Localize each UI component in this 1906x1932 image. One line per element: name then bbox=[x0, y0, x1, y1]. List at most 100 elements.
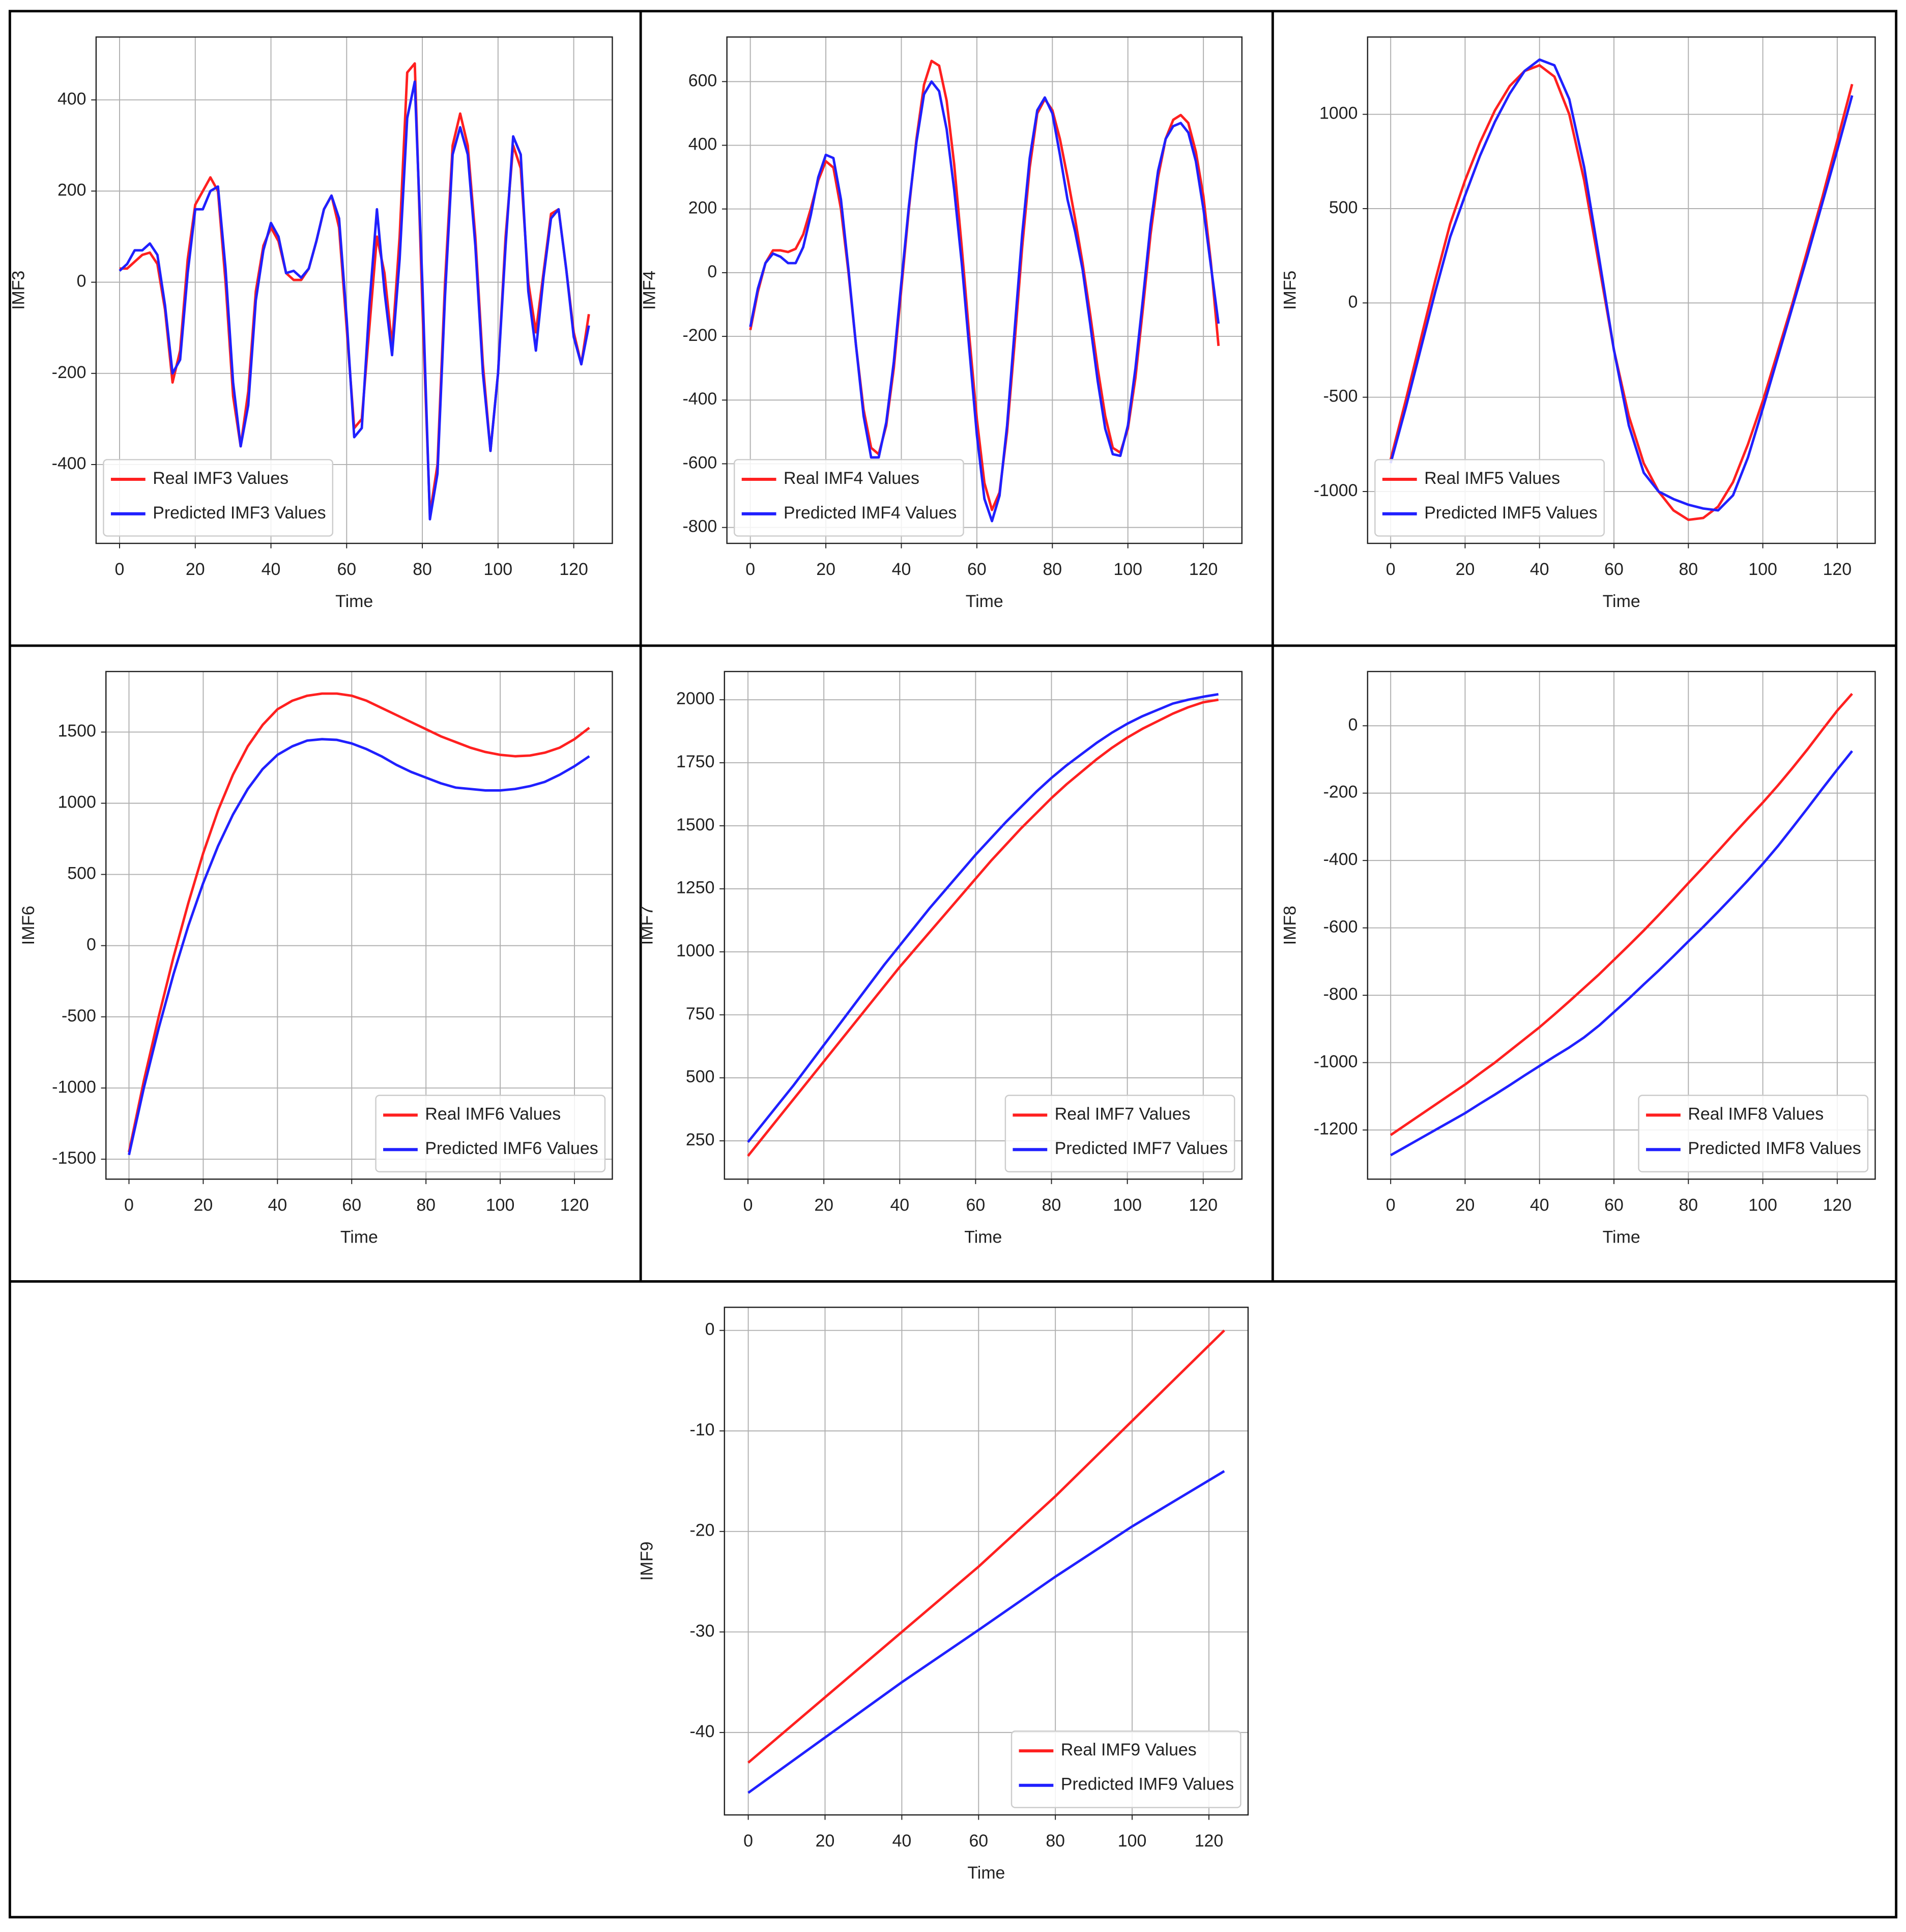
series-line bbox=[747, 1329, 1225, 1764]
x-tick-label: 120 bbox=[560, 1196, 589, 1215]
y-tick-label: 2000 bbox=[676, 689, 714, 708]
legend-box bbox=[103, 459, 334, 537]
legend-label: Predicted IMF5 Values bbox=[1424, 503, 1597, 523]
y-tick-label: -200 bbox=[682, 326, 717, 345]
chart: 0 20 40 60 80 100 120 250 500 750 1000 1250 1500 1750… bbox=[638, 671, 1243, 1247]
y-tick-label: -200 bbox=[1323, 783, 1358, 802]
x-tick-label: 0 bbox=[1386, 560, 1396, 579]
x-tick-label: 100 bbox=[1113, 1196, 1142, 1215]
legend-label: Predicted IMF4 Values bbox=[784, 503, 957, 523]
x-tick-label: 100 bbox=[1113, 560, 1142, 579]
x-tick-label: 40 bbox=[892, 560, 911, 579]
x-tick-label: 20 bbox=[816, 560, 835, 579]
x-tick-label: 80 bbox=[1679, 560, 1698, 579]
x-tick-label: 20 bbox=[1456, 560, 1475, 579]
legend-box bbox=[1004, 1094, 1235, 1173]
y-tick-label: -30 bbox=[689, 1621, 714, 1640]
y-tick-label: -40 bbox=[689, 1722, 714, 1741]
legend: Real IMF6 Values Predicted IMF6 Values bbox=[375, 1094, 606, 1173]
x-tick-label: 80 bbox=[1679, 1196, 1698, 1215]
y-tick-label: -1000 bbox=[1314, 1052, 1358, 1071]
legend: Real IMF7 Values Predicted IMF7 Values bbox=[1004, 1094, 1235, 1173]
x-tick-label: 60 bbox=[1604, 560, 1624, 579]
legend-box bbox=[1374, 459, 1605, 537]
y-tick-label: -10 bbox=[689, 1420, 714, 1439]
y-tick-label: 500 bbox=[67, 864, 96, 883]
y-tick-label: -400 bbox=[52, 454, 86, 473]
y-tick-label: 500 bbox=[1329, 198, 1358, 217]
y-tick-label: -500 bbox=[1323, 387, 1358, 406]
plot-frame bbox=[1367, 671, 1876, 1180]
y-tick-label: 0 bbox=[1348, 292, 1358, 311]
y-tick-label: -600 bbox=[682, 453, 717, 472]
y-tick-label: -500 bbox=[62, 1006, 96, 1025]
x-tick-label: 0 bbox=[745, 560, 755, 579]
x-tick-label: 80 bbox=[416, 1196, 436, 1215]
y-tick-label: 200 bbox=[688, 198, 717, 218]
y-tick-label: -400 bbox=[682, 389, 717, 409]
y-tick-label: 400 bbox=[57, 89, 86, 108]
y-tick-label: 500 bbox=[686, 1067, 715, 1086]
legend-label: Real IMF9 Values bbox=[1061, 1740, 1197, 1760]
x-tick-label: 120 bbox=[1195, 1831, 1224, 1851]
x-axis-label: Time bbox=[335, 592, 373, 611]
x-tick-label: 0 bbox=[115, 560, 125, 579]
x-tick-label: 0 bbox=[743, 1831, 753, 1851]
legend-box bbox=[1638, 1094, 1869, 1173]
series-line bbox=[747, 698, 1219, 1157]
y-tick-label: -400 bbox=[1323, 850, 1358, 869]
y-tick-label: 600 bbox=[688, 71, 717, 90]
y-tick-label: 0 bbox=[1348, 715, 1358, 734]
x-tick-label: 100 bbox=[484, 560, 513, 579]
x-tick-label: 20 bbox=[816, 1831, 835, 1851]
y-axis-label: IMF5 bbox=[1281, 271, 1300, 310]
chart: 0 20 40 60 80 100 120 -1000 -500 0 500 1000 Time IMF5… bbox=[1281, 36, 1876, 611]
y-tick-label: 200 bbox=[57, 180, 86, 199]
y-tick-label: -1000 bbox=[52, 1077, 96, 1097]
y-axis-label: IMF3 bbox=[9, 271, 28, 310]
y-tick-label: -600 bbox=[1323, 917, 1358, 937]
chart: 0 20 40 60 80 100 120 -1500 -1000 -500 0 500 1000 150… bbox=[19, 671, 613, 1247]
y-tick-label: 750 bbox=[686, 1004, 715, 1023]
x-axis-label: Time bbox=[1603, 592, 1640, 611]
x-tick-label: 60 bbox=[967, 560, 987, 579]
x-tick-label: 80 bbox=[413, 560, 432, 579]
chart: 0 20 40 60 80 100 120 -400 -200 0 200 400 Time IMF3 Re… bbox=[9, 36, 613, 611]
series-line bbox=[119, 80, 590, 521]
legend-box bbox=[1010, 1731, 1241, 1808]
legend-label: Predicted IMF6 Values bbox=[425, 1139, 598, 1158]
plot-frame bbox=[726, 36, 1243, 544]
series-line bbox=[1390, 750, 1853, 1157]
outer-border bbox=[8, 10, 1898, 1919]
x-tick-label: 80 bbox=[1046, 1831, 1065, 1851]
legend: Real IMF4 Values Predicted IMF4 Values bbox=[733, 459, 964, 537]
y-tick-label: 1500 bbox=[676, 815, 714, 834]
y-tick-label: 400 bbox=[688, 134, 717, 154]
plot-frame bbox=[724, 671, 1243, 1180]
y-axis-label: IMF6 bbox=[19, 906, 38, 945]
series-line bbox=[749, 80, 1220, 523]
x-axis-label: Time bbox=[964, 1228, 1002, 1247]
series-line bbox=[1389, 58, 1854, 512]
x-tick-label: 60 bbox=[342, 1196, 361, 1215]
legend: Real IMF9 Values Predicted IMF9 Values bbox=[1010, 1731, 1241, 1808]
y-tick-label: 0 bbox=[77, 272, 86, 291]
legend-label: Real IMF8 Values bbox=[1688, 1104, 1824, 1123]
x-axis-label: Time bbox=[967, 1863, 1005, 1883]
legend-label: Predicted IMF3 Values bbox=[153, 503, 326, 523]
y-axis-label: IMF4 bbox=[640, 271, 659, 310]
x-tick-label: 120 bbox=[1823, 1196, 1852, 1215]
legend: Real IMF8 Values Predicted IMF8 Values bbox=[1638, 1094, 1869, 1173]
plot-frame bbox=[105, 671, 613, 1180]
legend-label: Predicted IMF8 Values bbox=[1688, 1139, 1861, 1158]
x-tick-label: 40 bbox=[1530, 560, 1549, 579]
series-line bbox=[747, 693, 1219, 1143]
x-axis-label: Time bbox=[1603, 1228, 1640, 1247]
legend-box bbox=[733, 459, 964, 537]
legend-label: Real IMF7 Values bbox=[1055, 1104, 1191, 1123]
y-axis-label: IMF8 bbox=[1281, 906, 1300, 945]
x-tick-label: 20 bbox=[186, 560, 205, 579]
